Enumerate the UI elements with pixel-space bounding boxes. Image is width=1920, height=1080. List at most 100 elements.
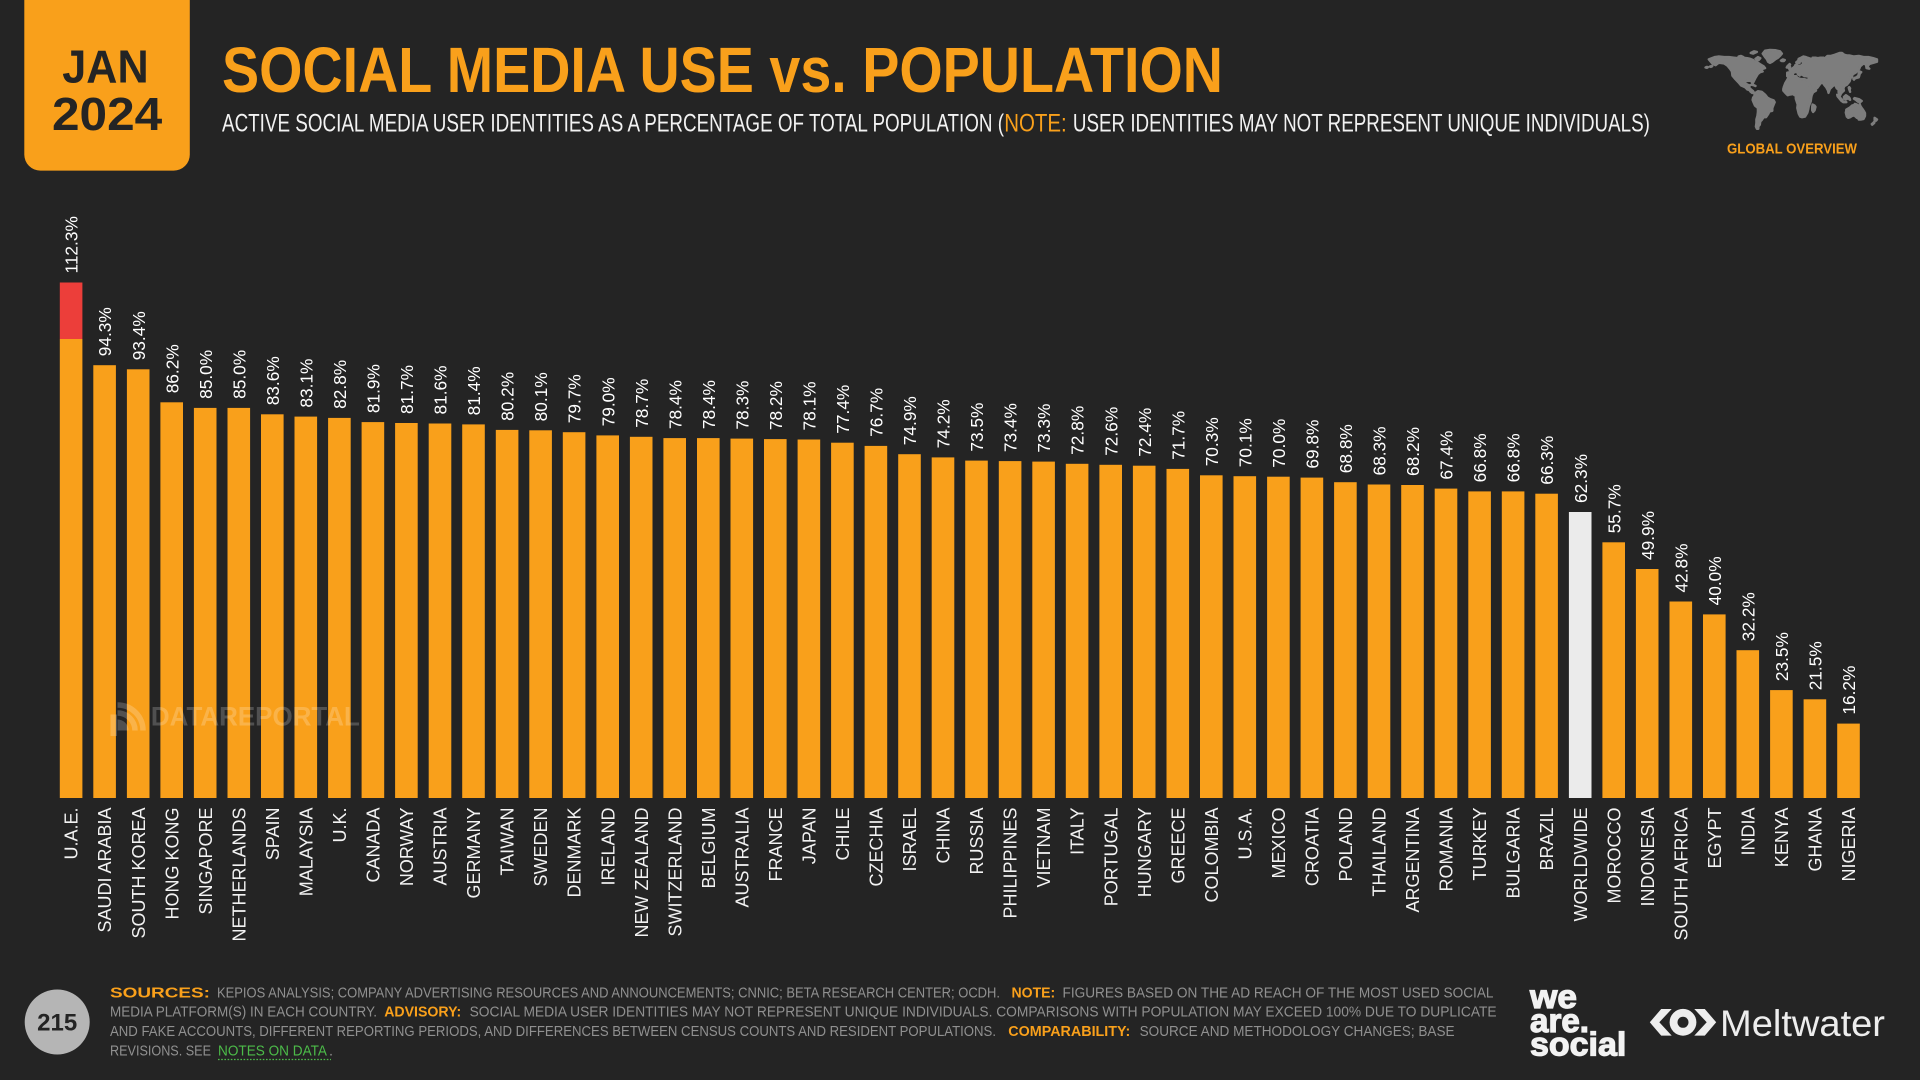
svg-text:KENYA: KENYA bbox=[1772, 808, 1792, 868]
svg-text:85.0%: 85.0% bbox=[229, 350, 249, 399]
svg-text:VIETNAM: VIETNAM bbox=[1034, 808, 1054, 888]
svg-text:HONG KONG: HONG KONG bbox=[162, 808, 182, 920]
svg-text:23.5%: 23.5% bbox=[1772, 632, 1792, 681]
svg-text:76.7%: 76.7% bbox=[867, 388, 887, 437]
svg-text:SOCIAL MEDIA USER IDENTITIES M: SOCIAL MEDIA USER IDENTITIES MAY NOT REP… bbox=[470, 1005, 1497, 1021]
svg-text:78.3%: 78.3% bbox=[732, 381, 752, 430]
svg-text:77.4%: 77.4% bbox=[833, 385, 853, 434]
svg-text:AUSTRIA: AUSTRIA bbox=[431, 808, 451, 886]
svg-text:69.8%: 69.8% bbox=[1303, 420, 1323, 469]
svg-text:IRELAND: IRELAND bbox=[598, 808, 618, 886]
svg-text:FIGURES BASED ON THE AD REACH: FIGURES BASED ON THE AD REACH OF THE MOS… bbox=[1063, 985, 1494, 1001]
svg-text:CZECHIA: CZECHIA bbox=[867, 808, 887, 887]
svg-text:REVISIONS. SEE: REVISIONS. SEE bbox=[110, 1043, 211, 1059]
svg-text:ROMANIA: ROMANIA bbox=[1437, 808, 1457, 892]
svg-text:83.6%: 83.6% bbox=[263, 356, 283, 405]
svg-text:GHANA: GHANA bbox=[1806, 808, 1826, 872]
svg-text:BELGIUM: BELGIUM bbox=[699, 808, 719, 889]
svg-text:40.0%: 40.0% bbox=[1705, 556, 1725, 605]
svg-text:79.7%: 79.7% bbox=[565, 374, 585, 423]
svg-text:ARGENTINA: ARGENTINA bbox=[1403, 808, 1423, 913]
svg-text:71.7%: 71.7% bbox=[1168, 411, 1188, 460]
svg-text:.: . bbox=[329, 1043, 333, 1059]
svg-text:86.2%: 86.2% bbox=[162, 344, 182, 393]
svg-text:78.1%: 78.1% bbox=[800, 381, 820, 430]
svg-text:SWITZERLAND: SWITZERLAND bbox=[665, 808, 685, 937]
svg-text:PHILIPPINES: PHILIPPINES bbox=[1001, 807, 1021, 918]
svg-text:2024: 2024 bbox=[52, 88, 162, 140]
svg-text:MALAYSIA: MALAYSIA bbox=[296, 808, 316, 897]
svg-text:83.1%: 83.1% bbox=[296, 359, 316, 408]
svg-text:social: social bbox=[1530, 1026, 1626, 1063]
svg-text:FRANCE: FRANCE bbox=[766, 808, 786, 882]
svg-text:72.6%: 72.6% bbox=[1101, 407, 1121, 456]
svg-text:70.1%: 70.1% bbox=[1235, 418, 1255, 467]
svg-text:are.: are. bbox=[1530, 1002, 1589, 1039]
svg-text:62.3%: 62.3% bbox=[1571, 454, 1591, 503]
svg-text:MEDIA PLATFORM(S) IN EACH COUN: MEDIA PLATFORM(S) IN EACH COUNTRY. bbox=[110, 1005, 377, 1021]
svg-text:COLOMBIA: COLOMBIA bbox=[1202, 808, 1222, 903]
svg-text:68.2%: 68.2% bbox=[1403, 427, 1423, 476]
svg-text:CHILE: CHILE bbox=[833, 808, 853, 861]
svg-text:85.0%: 85.0% bbox=[196, 350, 216, 399]
svg-text:55.7%: 55.7% bbox=[1604, 484, 1624, 533]
svg-text:80.2%: 80.2% bbox=[498, 372, 518, 421]
svg-text:NOTE:: NOTE: bbox=[1004, 111, 1066, 138]
svg-text:AND FAKE ACCOUNTS, DIFFERENT R: AND FAKE ACCOUNTS, DIFFERENT REPORTING P… bbox=[110, 1024, 996, 1040]
svg-text:72.8%: 72.8% bbox=[1068, 406, 1088, 455]
svg-text:ACTIVE SOCIAL MEDIA USER IDENT: ACTIVE SOCIAL MEDIA USER IDENTITIES AS A… bbox=[222, 111, 1005, 138]
svg-text:GLOBAL OVERVIEW: GLOBAL OVERVIEW bbox=[1727, 141, 1858, 158]
svg-text:TURKEY: TURKEY bbox=[1470, 808, 1490, 881]
svg-text:THAILAND: THAILAND bbox=[1370, 807, 1390, 896]
svg-text:CROATIA: CROATIA bbox=[1303, 808, 1323, 887]
svg-text:SOURCE AND METHODOLOGY CHANGES: SOURCE AND METHODOLOGY CHANGES; BASE bbox=[1140, 1024, 1455, 1040]
svg-text:112.3%: 112.3% bbox=[62, 216, 82, 273]
svg-text:POLAND: POLAND bbox=[1336, 808, 1356, 882]
svg-text:MOROCCO: MOROCCO bbox=[1604, 808, 1624, 904]
svg-text:SINGAPORE: SINGAPORE bbox=[196, 808, 216, 915]
svg-text:COMPARABILITY:: COMPARABILITY: bbox=[1008, 1024, 1130, 1040]
svg-text:NETHERLANDS: NETHERLANDS bbox=[229, 808, 249, 942]
svg-text:ITALY: ITALY bbox=[1068, 808, 1088, 855]
svg-text:Meltwater: Meltwater bbox=[1720, 1003, 1885, 1044]
svg-text:NOTES ON DATA: NOTES ON DATA bbox=[218, 1043, 327, 1059]
svg-text:PORTUGAL: PORTUGAL bbox=[1101, 808, 1121, 907]
svg-text:81.4%: 81.4% bbox=[464, 366, 484, 415]
svg-text:NORWAY: NORWAY bbox=[397, 808, 417, 887]
svg-text:KEPIOS ANALYSIS; COMPANY ADVER: KEPIOS ANALYSIS; COMPANY ADVERTISING RES… bbox=[217, 985, 1000, 1001]
svg-text:215: 215 bbox=[37, 1010, 77, 1037]
svg-text:RUSSIA: RUSSIA bbox=[967, 808, 987, 875]
svg-text:72.4%: 72.4% bbox=[1135, 408, 1155, 457]
svg-text:NOTE:: NOTE: bbox=[1012, 985, 1056, 1001]
svg-text:SOUTH KOREA: SOUTH KOREA bbox=[129, 808, 149, 939]
svg-text:AUSTRALIA: AUSTRALIA bbox=[732, 808, 752, 908]
svg-text:GREECE: GREECE bbox=[1168, 808, 1188, 884]
svg-text:70.3%: 70.3% bbox=[1202, 417, 1222, 466]
svg-text:DENMARK: DENMARK bbox=[565, 808, 585, 898]
svg-text:we: we bbox=[1529, 978, 1577, 1015]
svg-text:82.8%: 82.8% bbox=[330, 360, 350, 409]
svg-text:68.8%: 68.8% bbox=[1336, 424, 1356, 473]
svg-text:CHINA: CHINA bbox=[934, 808, 954, 864]
svg-text:SOUTH AFRICA: SOUTH AFRICA bbox=[1671, 808, 1691, 941]
svg-text:74.9%: 74.9% bbox=[900, 396, 920, 445]
svg-text:73.4%: 73.4% bbox=[1001, 403, 1021, 452]
svg-text:SOCIAL MEDIA USE vs. POPULATIO: SOCIAL MEDIA USE vs. POPULATION bbox=[222, 34, 1223, 106]
svg-text:BRAZIL: BRAZIL bbox=[1537, 808, 1557, 871]
svg-text:73.5%: 73.5% bbox=[967, 403, 987, 452]
svg-text:78.7%: 78.7% bbox=[632, 379, 652, 428]
svg-text:WORLDWIDE: WORLDWIDE bbox=[1571, 808, 1591, 922]
svg-text:66.8%: 66.8% bbox=[1504, 433, 1524, 482]
svg-text:U.K.: U.K. bbox=[330, 808, 350, 843]
svg-text:49.9%: 49.9% bbox=[1638, 511, 1658, 560]
svg-text:EGYPT: EGYPT bbox=[1705, 807, 1725, 868]
svg-text:BULGARIA: BULGARIA bbox=[1504, 808, 1524, 899]
svg-text:DATAREPORTAL: DATAREPORTAL bbox=[151, 701, 360, 731]
svg-text:SPAIN: SPAIN bbox=[263, 808, 283, 861]
svg-text:HUNGARY: HUNGARY bbox=[1135, 808, 1155, 898]
svg-text:INDONESIA: INDONESIA bbox=[1638, 808, 1658, 907]
svg-text:U.S.A.: U.S.A. bbox=[1235, 808, 1255, 860]
svg-text:93.4%: 93.4% bbox=[129, 311, 149, 360]
svg-text:ISRAEL: ISRAEL bbox=[900, 808, 920, 872]
svg-text:INDIA: INDIA bbox=[1738, 808, 1758, 856]
